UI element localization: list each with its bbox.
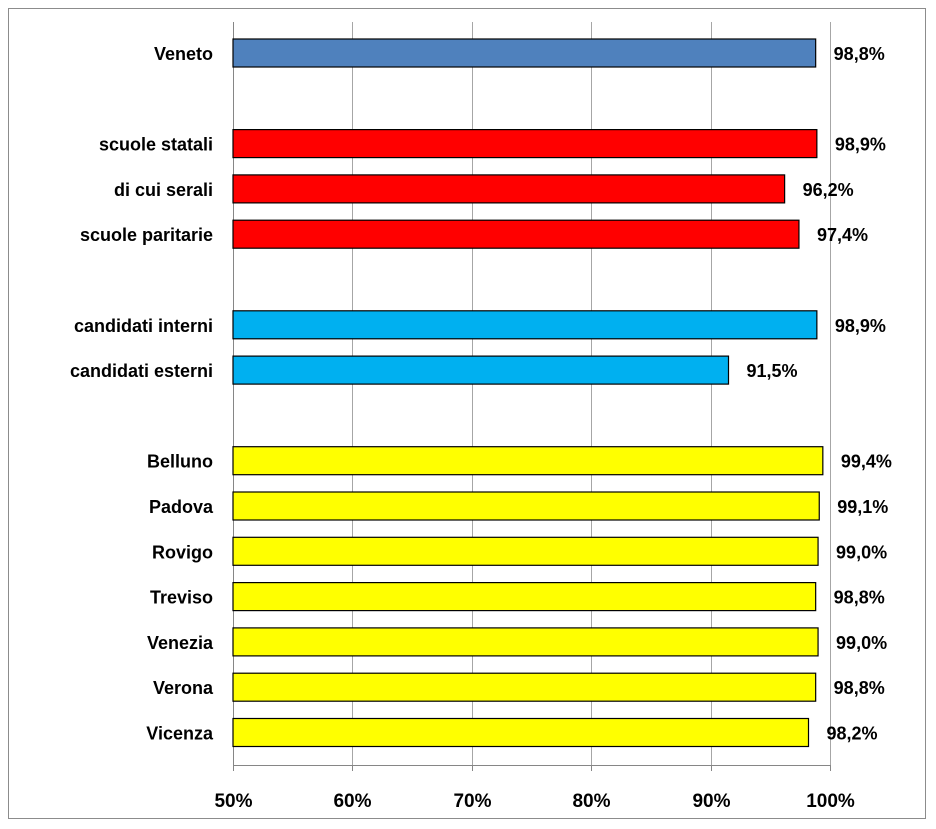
value-label: 98,8% [834, 678, 885, 698]
x-tick-label: 50% [214, 791, 252, 812]
category-label: Veneto [154, 44, 213, 64]
value-label: 99,0% [836, 542, 887, 562]
category-label: Padova [149, 497, 214, 517]
value-label: 99,0% [836, 633, 887, 653]
bar [232, 446, 824, 476]
bar [232, 174, 786, 204]
value-label: 96,2% [803, 180, 854, 200]
value-label: 98,8% [834, 588, 885, 608]
category-label: scuole statali [99, 135, 213, 155]
value-label: 98,9% [835, 135, 886, 155]
bar [232, 672, 817, 702]
value-label: 91,5% [747, 361, 798, 381]
bar [232, 355, 730, 385]
category-label: di cui serali [114, 180, 213, 200]
bar [232, 219, 800, 249]
value-label: 98,2% [827, 724, 878, 744]
value-label: 97,4% [817, 225, 868, 245]
bar [232, 129, 818, 159]
bar [232, 627, 819, 657]
category-label: Venezia [147, 633, 214, 653]
value-label: 98,8% [834, 44, 885, 64]
bar [232, 38, 817, 68]
bar [232, 581, 817, 612]
category-label: candidati esterni [70, 361, 213, 381]
x-tick-label: 90% [692, 791, 730, 812]
x-tick-label: 70% [453, 791, 491, 812]
category-label: Vicenza [146, 724, 214, 744]
category-label: Belluno [147, 452, 213, 472]
value-label: 99,4% [841, 452, 892, 472]
bar [232, 491, 820, 521]
category-label: Rovigo [152, 542, 213, 562]
bars [232, 38, 824, 748]
bar [232, 536, 819, 566]
x-tick-label: 100% [806, 791, 855, 812]
category-label: scuole paritarie [80, 225, 213, 245]
x-tick-label: 60% [333, 791, 371, 812]
value-label: 98,9% [835, 316, 886, 336]
bar [232, 310, 818, 340]
labels: Veneto 98,8% scuole statali 98,9% di cui ser… [70, 44, 892, 744]
value-label: 99,1% [837, 497, 888, 517]
category-label: Treviso [150, 588, 213, 608]
category-label: Verona [153, 678, 214, 698]
bar [232, 717, 810, 748]
category-label: candidati interni [74, 316, 213, 336]
x-tick-label: 80% [572, 791, 610, 812]
